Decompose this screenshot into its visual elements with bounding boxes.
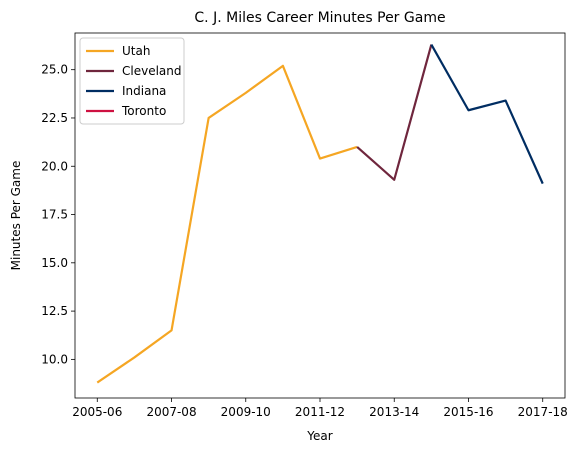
y-tick-label: 20.0	[41, 159, 68, 173]
y-tick-label: 22.5	[41, 111, 68, 125]
legend-box	[79, 37, 185, 125]
x-axis-label: Year	[306, 429, 332, 443]
y-tick-label: 10.0	[41, 352, 68, 366]
x-tick-label: 2009-10	[221, 405, 271, 419]
series-line-indiana	[430, 44, 544, 185]
series-line-cleveland	[356, 44, 433, 181]
x-tick-label: 2011-12	[295, 405, 345, 419]
y-tick-label: 12.5	[41, 304, 68, 318]
legend-label: Utah	[122, 44, 150, 58]
x-axis: 2005-06 2007-08 2009-10 2011-12 2013-14 2015-…	[72, 398, 568, 419]
y-axis: 10.0 12.5 15.0 17.5 20.0 22.5 25.0	[41, 63, 75, 366]
legend: Utah Cleveland Indiana Toronto	[79, 37, 185, 125]
y-axis-label: Minutes Per Game	[9, 161, 23, 271]
x-tick-label: 2013-14	[369, 405, 419, 419]
series-line-utah	[96, 64, 358, 384]
legend-label: Indiana	[122, 84, 166, 98]
y-tick-label: 17.5	[41, 208, 68, 222]
series-layer	[96, 44, 544, 384]
x-tick-label: 2007-08	[146, 405, 196, 419]
chart-title: C. J. Miles Career Minutes Per Game	[194, 10, 445, 26]
legend-label: Toronto	[121, 104, 166, 118]
x-tick-label: 2005-06	[72, 405, 122, 419]
y-tick-label: 25.0	[41, 63, 68, 77]
x-tick-label: 2015-16	[443, 405, 493, 419]
legend-label: Cleveland	[122, 64, 182, 78]
x-tick-label: 2017-18	[518, 405, 568, 419]
y-tick-label: 15.0	[41, 256, 68, 270]
